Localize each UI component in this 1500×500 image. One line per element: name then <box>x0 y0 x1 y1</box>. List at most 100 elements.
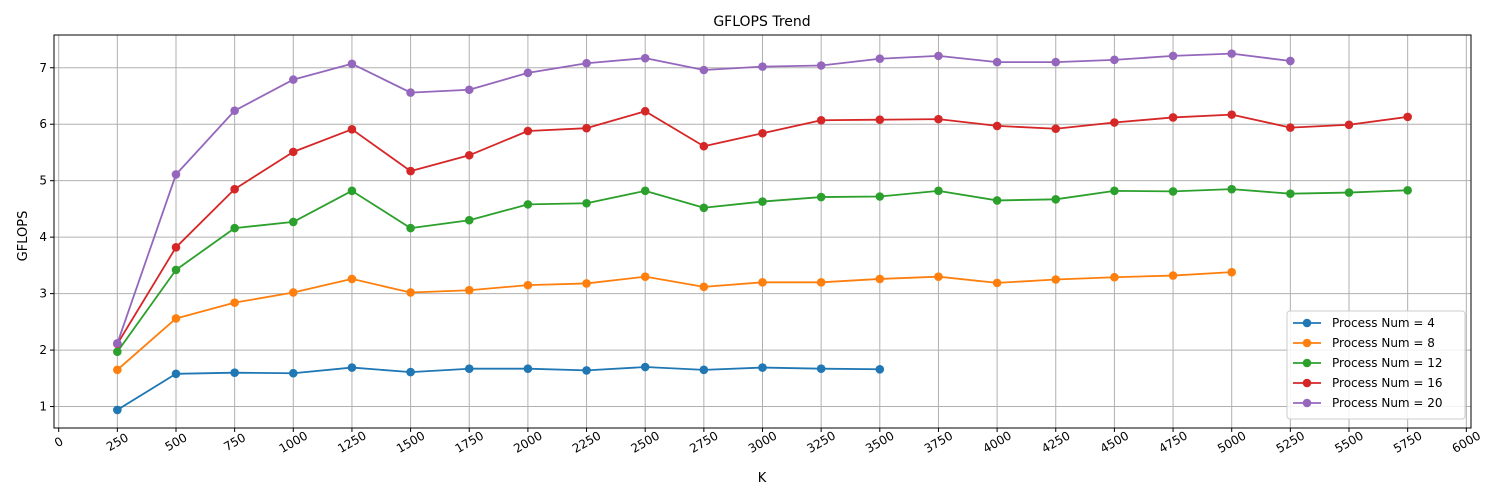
data-point <box>934 186 943 196</box>
data-point <box>171 314 181 323</box>
data-point <box>523 126 533 136</box>
data-point <box>875 115 885 124</box>
chart-title: GFLOPS Trend <box>713 14 810 30</box>
x-tick-label: 5750 <box>1391 428 1424 455</box>
data-point <box>1344 120 1354 130</box>
legend-item: Process Num = 16 <box>1293 376 1443 390</box>
legend-marker <box>1302 358 1312 368</box>
x-tick-label: 2500 <box>629 428 662 455</box>
data-point <box>464 285 474 295</box>
data-point <box>1286 123 1295 132</box>
data-point <box>1168 187 1178 196</box>
data-point <box>582 123 591 133</box>
data-point <box>1051 124 1061 134</box>
x-tick-label: 6000 <box>1450 428 1483 455</box>
data-point <box>523 68 533 78</box>
x-tick-label: 3000 <box>746 428 779 455</box>
data-point <box>406 88 415 97</box>
data-point <box>699 65 709 75</box>
x-tick-label: 1000 <box>277 428 310 455</box>
data-point <box>1403 185 1412 195</box>
legend-label: Process Num = 20 <box>1332 396 1443 410</box>
legend-marker <box>1302 318 1312 328</box>
data-point <box>816 364 826 374</box>
data-point <box>171 369 181 379</box>
y-tick-label: 5 <box>39 174 47 188</box>
data-point <box>113 365 122 375</box>
data-point <box>582 279 591 288</box>
data-point <box>464 364 474 374</box>
data-point <box>640 362 650 372</box>
data-point <box>816 61 826 70</box>
data-point <box>1344 188 1354 197</box>
data-point <box>1110 55 1119 65</box>
data-point <box>582 366 591 375</box>
x-tick-label: 2750 <box>687 428 720 455</box>
series-2 <box>113 184 1412 357</box>
data-point <box>406 367 415 377</box>
y-tick-label: 7 <box>39 61 47 75</box>
data-point <box>1110 186 1119 196</box>
data-point <box>464 85 474 95</box>
data-point <box>347 124 357 134</box>
data-point <box>171 265 181 275</box>
series-layer <box>113 49 1412 415</box>
data-point <box>523 364 533 374</box>
data-point <box>230 223 239 233</box>
x-tick-label: 4250 <box>1039 428 1072 455</box>
data-point <box>582 58 591 68</box>
x-tick-label: 250 <box>104 430 131 454</box>
data-point <box>640 272 650 281</box>
y-tick-label: 6 <box>39 117 47 131</box>
data-point <box>347 59 357 69</box>
legend-label: Process Num = 16 <box>1332 376 1443 390</box>
legend-item: Process Num = 4 <box>1293 316 1435 330</box>
data-point <box>464 215 474 225</box>
data-point <box>406 288 415 297</box>
legend-item: Process Num = 20 <box>1293 396 1443 410</box>
data-point <box>464 150 474 160</box>
legend: Process Num = 4 Process Num = 8 Process Nu… <box>1286 310 1466 420</box>
data-point <box>288 217 298 227</box>
data-point <box>406 223 415 233</box>
data-point <box>758 197 767 206</box>
x-tick-label: 4000 <box>980 428 1013 455</box>
data-point <box>347 363 357 372</box>
data-point <box>347 274 357 284</box>
data-point <box>1051 57 1061 67</box>
x-axis-ticks: 0 250 500 750 1000 1250 1500 1750 2000 2250 2500 27… <box>52 428 1483 456</box>
legend-marker <box>1302 398 1312 408</box>
legend-item: Process Num = 8 <box>1293 336 1435 350</box>
data-point <box>347 186 357 196</box>
x-tick-label: 3750 <box>922 428 955 455</box>
data-point <box>640 106 650 116</box>
x-tick-label: 500 <box>163 430 190 454</box>
x-tick-label: 2250 <box>570 428 603 455</box>
y-tick-label: 1 <box>39 400 47 414</box>
data-point <box>523 200 533 209</box>
data-point <box>1051 275 1061 284</box>
legend-item: Process Num = 12 <box>1293 356 1443 370</box>
data-point <box>113 405 122 415</box>
data-point <box>699 365 709 375</box>
data-point <box>934 272 943 281</box>
data-point <box>113 347 122 357</box>
data-point <box>288 368 298 378</box>
legend-label: Process Num = 4 <box>1332 316 1435 330</box>
data-point <box>875 274 885 284</box>
data-point <box>758 128 767 138</box>
data-point <box>699 141 709 151</box>
data-point <box>1286 189 1295 198</box>
series-line <box>116 271 1232 371</box>
data-point <box>230 298 239 307</box>
data-point <box>875 192 885 201</box>
data-point <box>640 186 650 196</box>
data-point <box>1168 271 1178 280</box>
data-point <box>230 106 239 115</box>
data-point <box>1286 56 1295 66</box>
data-point <box>992 278 1002 288</box>
x-tick-label: 4500 <box>1098 428 1131 455</box>
data-point <box>288 75 298 84</box>
data-point <box>1168 113 1178 122</box>
